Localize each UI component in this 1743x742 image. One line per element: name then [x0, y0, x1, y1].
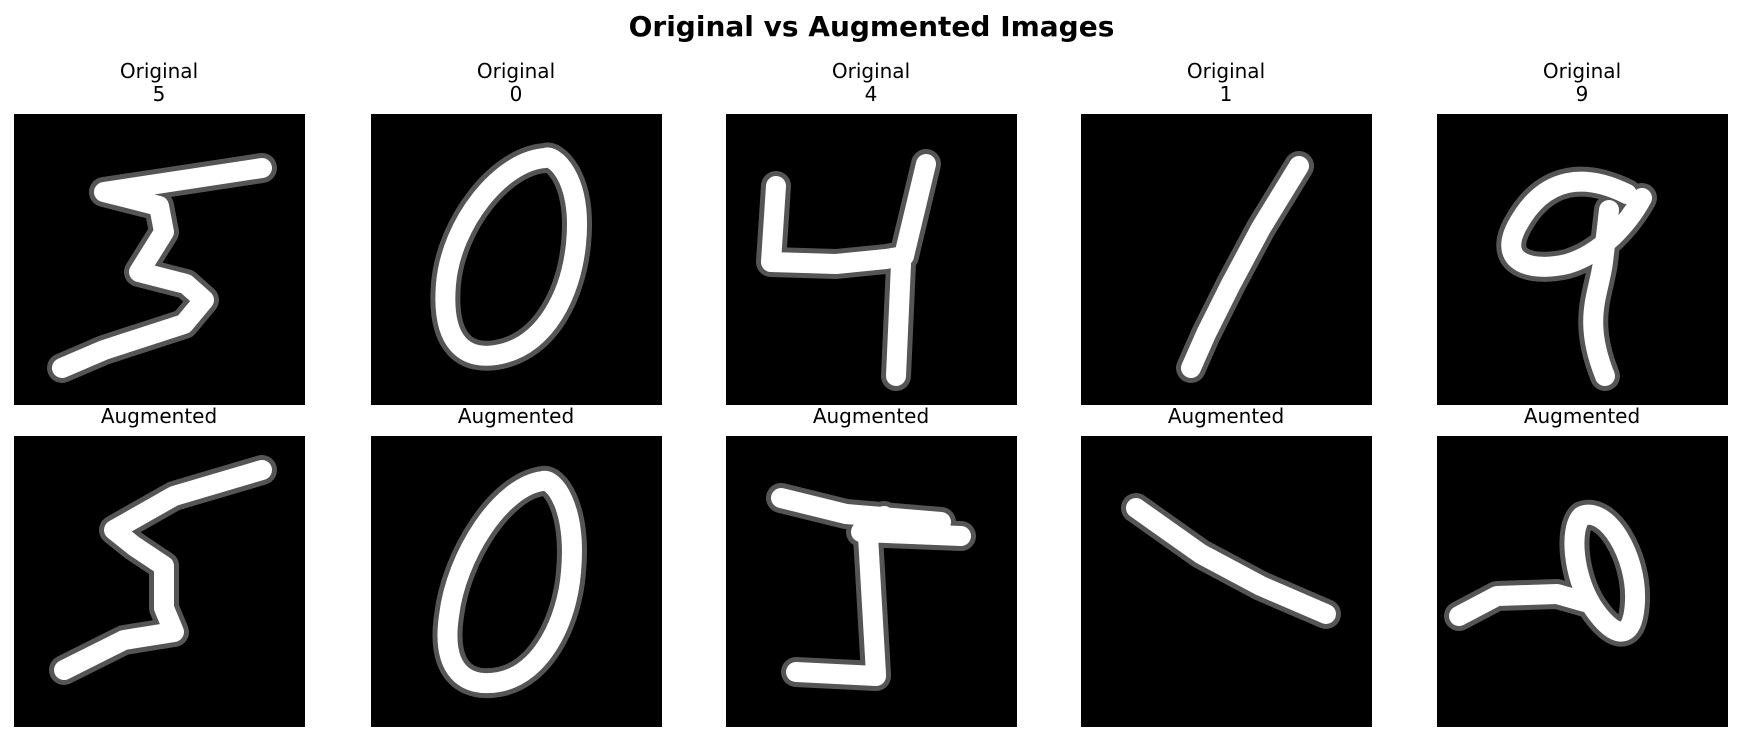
- augmented-label-4: Augmented: [1523, 404, 1641, 428]
- original-label-1: Original 0: [476, 59, 556, 106]
- augmented-label-0: Augmented: [100, 404, 218, 428]
- augmented-image-3: [1081, 436, 1372, 727]
- augmented-digit-drawing-1: [432, 465, 587, 699]
- original-image-1: [371, 114, 662, 405]
- augmented-label-1: Augmented: [457, 404, 575, 428]
- augmented-digit-stroke-0: [54, 460, 272, 680]
- augmented-digit-stroke-3: [1126, 498, 1336, 624]
- original-digit-drawing-3: [1176, 151, 1314, 383]
- original-image-4: [1437, 114, 1728, 405]
- original-digit-stroke-2: [761, 154, 936, 386]
- original-digit-drawing-1: [430, 142, 592, 371]
- augmented-digit-drawing-3: [1121, 493, 1341, 629]
- original-image-3: [1081, 114, 1372, 405]
- augmented-digit-drawing-2: [766, 483, 976, 691]
- original-label-2: Original 4: [831, 59, 911, 106]
- original-digit-stroke-1: [435, 147, 587, 366]
- augmented-digit-stroke-2: [771, 488, 971, 686]
- augmented-digit-drawing-4: [1444, 499, 1651, 647]
- original-digit-stroke-4: [1501, 171, 1652, 386]
- augmented-digit-stroke-1: [437, 470, 582, 694]
- original-label-4: Original 9: [1542, 59, 1622, 106]
- augmented-image-0: [14, 436, 305, 727]
- original-image-0: [14, 114, 305, 405]
- augmented-digit-stroke-4: [1449, 504, 1646, 642]
- original-digit-drawing-0: [47, 153, 277, 383]
- augmented-image-2: [726, 436, 1017, 727]
- augmented-image-1: [371, 436, 662, 727]
- figure-title: Original vs Augmented Images: [628, 10, 1115, 43]
- original-image-2: [726, 114, 1017, 405]
- original-digit-stroke-0: [52, 158, 272, 378]
- augmented-label-2: Augmented: [812, 404, 930, 428]
- original-label-0: Original 5: [119, 59, 199, 106]
- original-digit-stroke-3: [1181, 156, 1309, 378]
- augmented-label-3: Augmented: [1167, 404, 1285, 428]
- augmented-image-4: [1437, 436, 1728, 727]
- original-label-3: Original 1: [1186, 59, 1266, 106]
- original-digit-drawing-4: [1496, 166, 1657, 391]
- original-digit-drawing-2: [756, 149, 941, 391]
- augmented-digit-drawing-0: [49, 455, 277, 685]
